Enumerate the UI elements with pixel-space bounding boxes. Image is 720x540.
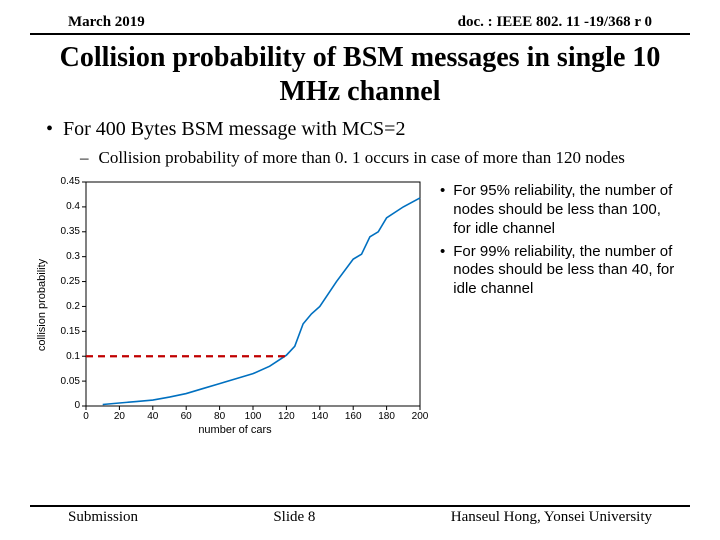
y-tick-label: 0.45 xyxy=(61,176,80,187)
x-tick-label: 0 xyxy=(76,411,96,422)
bullet-dash-icon: – xyxy=(80,148,89,167)
side-notes: • For 95% reliability, the number of nod… xyxy=(430,174,690,436)
bullet-level-2: –Collision probability of more than 0. 1… xyxy=(80,147,680,168)
bullet-dot-icon: • xyxy=(440,182,445,238)
y-tick-label: 0.3 xyxy=(66,251,80,262)
y-tick-label: 0.1 xyxy=(66,351,80,362)
y-tick-label: 0.2 xyxy=(66,301,80,312)
bullet-dot-icon: • xyxy=(46,118,53,140)
y-tick-label: 0.35 xyxy=(61,226,80,237)
collision-probability-chart: collision probability number of cars 020… xyxy=(40,174,430,436)
x-tick-label: 200 xyxy=(410,411,430,422)
y-tick-label: 0 xyxy=(74,400,80,411)
x-tick-label: 100 xyxy=(243,411,263,422)
x-tick-label: 160 xyxy=(343,411,363,422)
header-docnum: doc. : IEEE 802. 11 -19/368 r 0 xyxy=(458,14,652,31)
chart-svg xyxy=(40,174,430,436)
bullet-dot-icon: • xyxy=(440,243,445,299)
content-row: collision probability number of cars 020… xyxy=(40,174,690,436)
slide-title: Collision probability of BSM messages in… xyxy=(40,41,680,108)
bullet-level-1: • For 400 Bytes BSM message with MCS=2 xyxy=(40,118,680,141)
y-tick-label: 0.05 xyxy=(61,376,80,387)
x-tick-label: 140 xyxy=(310,411,330,422)
side-bullet: • For 99% reliability, the number of nod… xyxy=(438,243,682,299)
side-bullet-text: For 95% reliability, the number of nodes… xyxy=(453,182,682,238)
y-tick-label: 0.15 xyxy=(61,326,80,337)
y-axis-label: collision probability xyxy=(36,259,48,351)
x-axis-label: number of cars xyxy=(198,424,271,436)
side-bullet-text: For 99% reliability, the number of nodes… xyxy=(453,243,682,299)
bullet1-text: For 400 Bytes BSM message with MCS=2 xyxy=(63,118,405,140)
y-tick-label: 0.4 xyxy=(66,201,80,212)
footer-right: Hanseul Hong, Yonsei University xyxy=(451,509,652,526)
x-tick-label: 180 xyxy=(377,411,397,422)
footer-left: Submission xyxy=(68,509,138,526)
x-tick-label: 80 xyxy=(210,411,230,422)
x-tick-label: 120 xyxy=(276,411,296,422)
bullet2-text: Collision probability of more than 0. 1 … xyxy=(99,148,625,167)
footer-center: Slide 8 xyxy=(273,509,315,526)
slide-footer: Submission Slide 8 Hanseul Hong, Yonsei … xyxy=(30,505,690,526)
y-tick-label: 0.25 xyxy=(61,276,80,287)
side-bullet: • For 95% reliability, the number of nod… xyxy=(438,182,682,238)
x-tick-label: 40 xyxy=(143,411,163,422)
x-tick-label: 20 xyxy=(109,411,129,422)
x-tick-label: 60 xyxy=(176,411,196,422)
header-date: March 2019 xyxy=(68,14,145,31)
slide-header: March 2019 doc. : IEEE 802. 11 -19/368 r… xyxy=(30,0,690,35)
